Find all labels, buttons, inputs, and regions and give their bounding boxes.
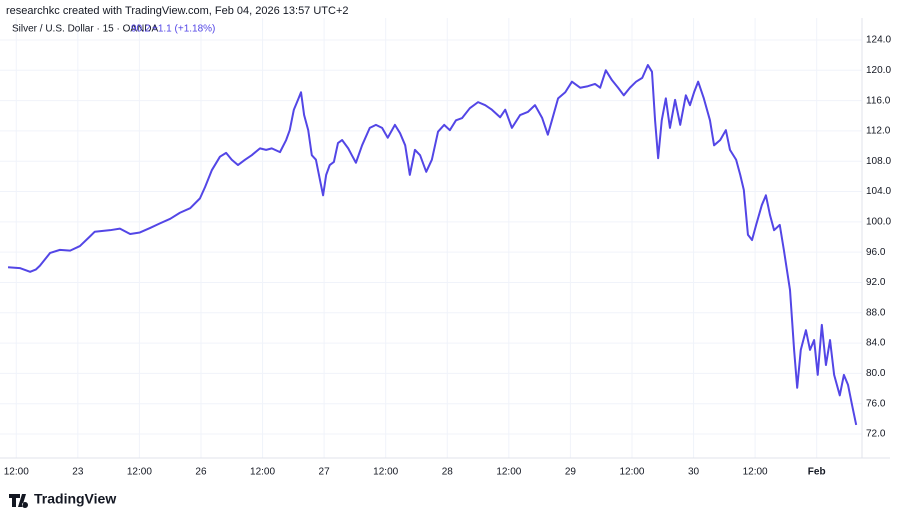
legend-symbol: Silver / U.S. Dollar · 15 · OANDA [12, 24, 158, 35]
x-tick-label: 30 [688, 467, 700, 478]
y-tick-label: 112.0 [866, 126, 891, 137]
x-tick-label: 12:00 [4, 467, 29, 478]
logo-text: TradingView [34, 491, 116, 507]
y-tick-label: 88.0 [866, 307, 886, 318]
y-tick-label: 116.0 [866, 95, 891, 106]
y-tick-label: 92.0 [866, 277, 886, 288]
tradingview-logo: TradingView [9, 491, 116, 509]
legend-last: 90.2 [131, 24, 151, 35]
y-tick-label: 100.0 [866, 216, 891, 227]
x-tick-label: 12:00 [743, 467, 768, 478]
y-tick-label: 76.0 [866, 398, 886, 409]
attribution: researchkc created with TradingView.com,… [6, 5, 349, 17]
y-tick-label: 80.0 [866, 368, 886, 379]
legend-change: +1.1 (+1.18%) [152, 24, 215, 35]
axes: 72.0 76.0 80.0 84.0 88.0 92.0 96.0 100.0 104.0 10… [4, 35, 892, 478]
y-tick-label: 120.0 [866, 65, 891, 76]
x-tick-label: 26 [195, 467, 207, 478]
y-tick-label: 108.0 [866, 156, 891, 167]
y-tick-label: 96.0 [866, 247, 886, 258]
x-tick-label: 29 [565, 467, 577, 478]
x-tick-label: 12:00 [496, 467, 521, 478]
x-tick-label: 28 [442, 467, 454, 478]
y-tick-label: 104.0 [866, 186, 891, 197]
price-line [7, 64, 858, 426]
x-tick-label: 12:00 [619, 467, 644, 478]
y-tick-label: 72.0 [866, 429, 886, 440]
plot-area [7, 64, 858, 426]
x-tick-label: 23 [72, 467, 84, 478]
x-tick-label: Feb [808, 467, 826, 478]
x-tick-label: 12:00 [250, 467, 275, 478]
logo-icon [9, 494, 29, 509]
y-tick-label: 124.0 [866, 35, 891, 46]
y-tick-label: 84.0 [866, 338, 886, 349]
x-tick-label: 27 [319, 467, 331, 478]
x-tick-label: 12:00 [127, 467, 152, 478]
grid [0, 18, 862, 458]
x-tick-label: 12:00 [373, 467, 398, 478]
